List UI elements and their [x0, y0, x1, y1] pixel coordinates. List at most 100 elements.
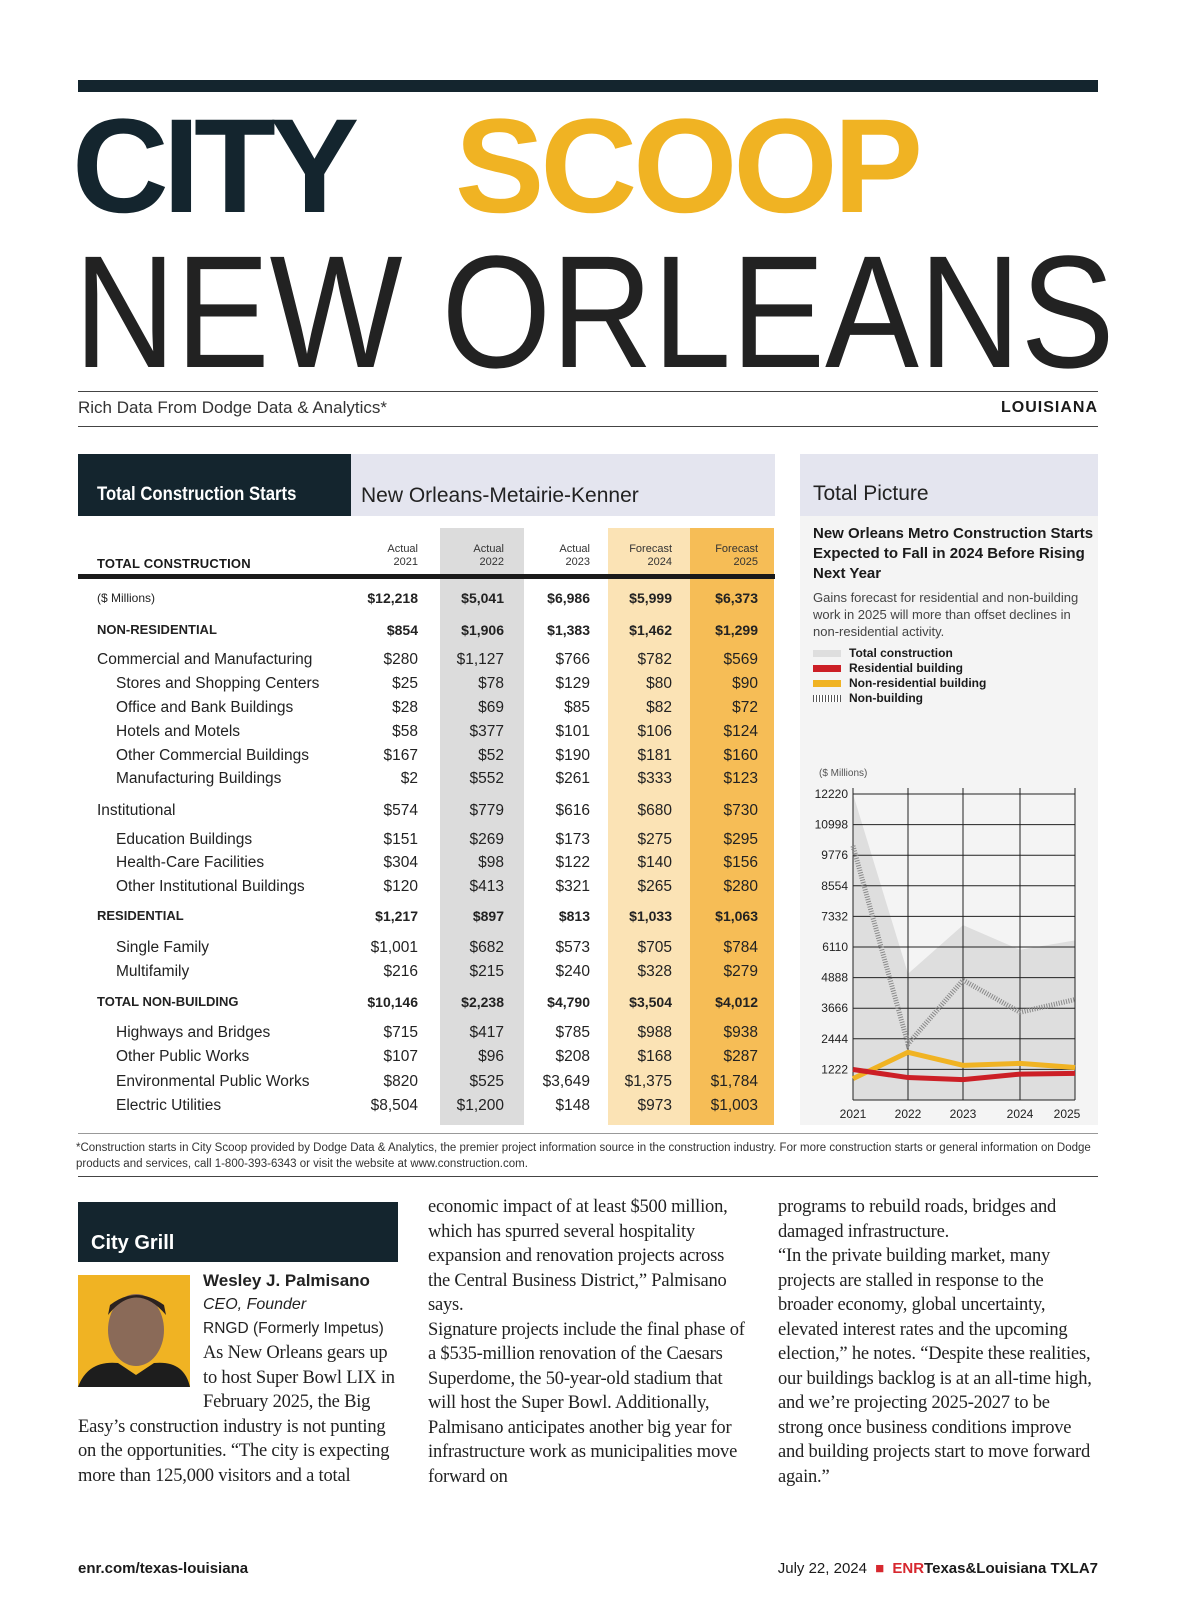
cell-value: $101 [555, 723, 590, 740]
divider [78, 391, 1098, 392]
cell-value: $413 [469, 878, 504, 895]
legend-nonbuilding: Non-building [813, 691, 1095, 706]
total-picture-desc: Gains forecast for residential and non-b… [813, 590, 1079, 639]
table-row: Electric Utilities $8,504 $1,200 $148 $973 $1… [0, 1096, 780, 1118]
y-tick-label: 10998 [815, 818, 849, 832]
row-label: TOTAL NON-BUILDING [97, 994, 239, 1009]
title-scoop: SCOOP [455, 92, 923, 241]
table-row: Hotels and Motels $58 $377 $101 $106 $124 [0, 722, 780, 744]
row-label: Other Commercial Buildings [116, 747, 309, 764]
cell-value: $766 [555, 651, 590, 668]
table-label: TOTAL CONSTRUCTION [97, 556, 251, 571]
column-kind: Actual [473, 543, 504, 555]
cell-value: $616 [555, 802, 590, 819]
footer-url[interactable]: enr.com/texas-louisiana [78, 1560, 249, 1577]
cell-value: $779 [469, 802, 504, 819]
cell-value: $148 [555, 1097, 590, 1114]
legend-total: Total construction [813, 646, 1095, 661]
title-city: CITY [72, 92, 359, 241]
cell-value: $190 [555, 747, 590, 764]
cell-value: $25 [392, 675, 418, 692]
cell-value: $215 [469, 963, 504, 980]
cell-value: $973 [637, 1097, 672, 1114]
table-row: Other Public Works $107 $96 $208 $168 $287 [0, 1047, 780, 1069]
row-label: Education Buildings [116, 831, 253, 848]
article-column-1: Wesley J. Palmisano CEO, Founder RNGD (F… [78, 1270, 398, 1488]
cell-value: $160 [723, 747, 758, 764]
cell-value: $304 [383, 854, 418, 871]
cell-value: $333 [637, 770, 672, 787]
header-rule [78, 574, 775, 579]
table-row: Stores and Shopping Centers $25 $78 $129 $80… [0, 674, 780, 696]
y-tick-label: 1222 [821, 1062, 848, 1076]
x-tick-label: 2021 [840, 1107, 867, 1121]
city-name: NEW ORLEANS [74, 222, 1115, 401]
column-kind: Actual [559, 543, 590, 555]
column-year: 2021 [393, 556, 418, 568]
line-chart: ($ Millions) 1222 2444 3666 4888 6110 7332 8554… [815, 768, 1081, 1121]
cell-value: $10,146 [367, 994, 418, 1010]
cell-value: $782 [637, 651, 672, 668]
cell-value: $123 [723, 770, 758, 787]
cell-value: $58 [392, 723, 418, 740]
cell-value: $122 [555, 854, 590, 871]
series-line-1 [851, 1049, 1076, 1081]
y-axis-label: ($ Millions) [819, 768, 867, 779]
cell-value: $715 [383, 1024, 418, 1041]
column-year: 2022 [479, 556, 504, 568]
cell-value: $280 [723, 878, 758, 895]
cell-value: $1,033 [629, 908, 672, 924]
cell-value: $1,462 [629, 622, 672, 638]
total-picture-text: New Orleans Metro Construction Starts Ex… [813, 524, 1095, 706]
cell-value: $988 [637, 1024, 672, 1041]
table-row: Education Buildings $151 $269 $173 $275 $295 [0, 830, 780, 852]
column-header: Actual 2021 [348, 543, 418, 569]
legend-swatch [813, 695, 841, 702]
cell-value: $287 [723, 1048, 758, 1065]
cell-value: $682 [469, 939, 504, 956]
section-title: City Grill [78, 1202, 398, 1262]
cell-value: $3,649 [542, 1073, 590, 1090]
state-label: LOUISIANA [1001, 399, 1098, 416]
column-year: 2025 [733, 556, 758, 568]
author-name: Wesley J. Palmisano [203, 1271, 370, 1290]
cell-value: $275 [637, 831, 672, 848]
legend-residential: Residential building [813, 661, 1095, 676]
column-kind: Actual [387, 543, 418, 555]
cell-value: $129 [555, 675, 590, 692]
cell-value: $78 [478, 675, 504, 692]
cell-value: $124 [723, 723, 758, 740]
row-label: Other Institutional Buildings [116, 878, 305, 895]
total-picture-head: Total Picture [800, 454, 1098, 516]
square-icon: ■ [875, 1560, 885, 1577]
cell-value: $569 [723, 651, 758, 668]
y-tick-label: 4888 [821, 971, 848, 985]
cell-value: $938 [723, 1024, 758, 1041]
column-highlight-2022 [440, 528, 524, 1125]
row-label: Multifamily [116, 963, 190, 980]
divider [78, 1176, 1098, 1177]
table-row: NON-RESIDENTIAL $854 $1,906 $1,383 $1,462 $1,… [0, 620, 780, 642]
table-title: Total Construction Starts [97, 484, 297, 505]
cell-value: $28 [392, 699, 418, 716]
cell-value: $173 [555, 831, 590, 848]
divider [78, 1133, 1098, 1134]
chart-legend: Total construction Residential building … [813, 646, 1095, 706]
cell-value: $265 [637, 878, 672, 895]
author-role: CEO, Founder [203, 1296, 307, 1313]
x-tick-label: 2023 [950, 1107, 977, 1121]
table-row: Other Commercial Buildings $167 $52 $190 $18… [0, 746, 780, 768]
cell-value: $417 [469, 1024, 504, 1041]
y-tick-label: 3666 [821, 1001, 848, 1015]
cell-value: $80 [646, 675, 672, 692]
footer-brand: ENR [892, 1560, 925, 1577]
cell-value: $705 [637, 939, 672, 956]
row-label: Commercial and Manufacturing [97, 651, 313, 668]
row-label: Single Family [116, 939, 210, 956]
y-tick-label: 12220 [815, 787, 849, 801]
cell-value: $8,504 [370, 1097, 418, 1114]
table-title-box: Total Construction Starts [78, 454, 351, 516]
legend-swatch [813, 665, 841, 672]
cell-value: $1,906 [461, 622, 504, 638]
column-highlight-2025 [690, 528, 774, 1125]
